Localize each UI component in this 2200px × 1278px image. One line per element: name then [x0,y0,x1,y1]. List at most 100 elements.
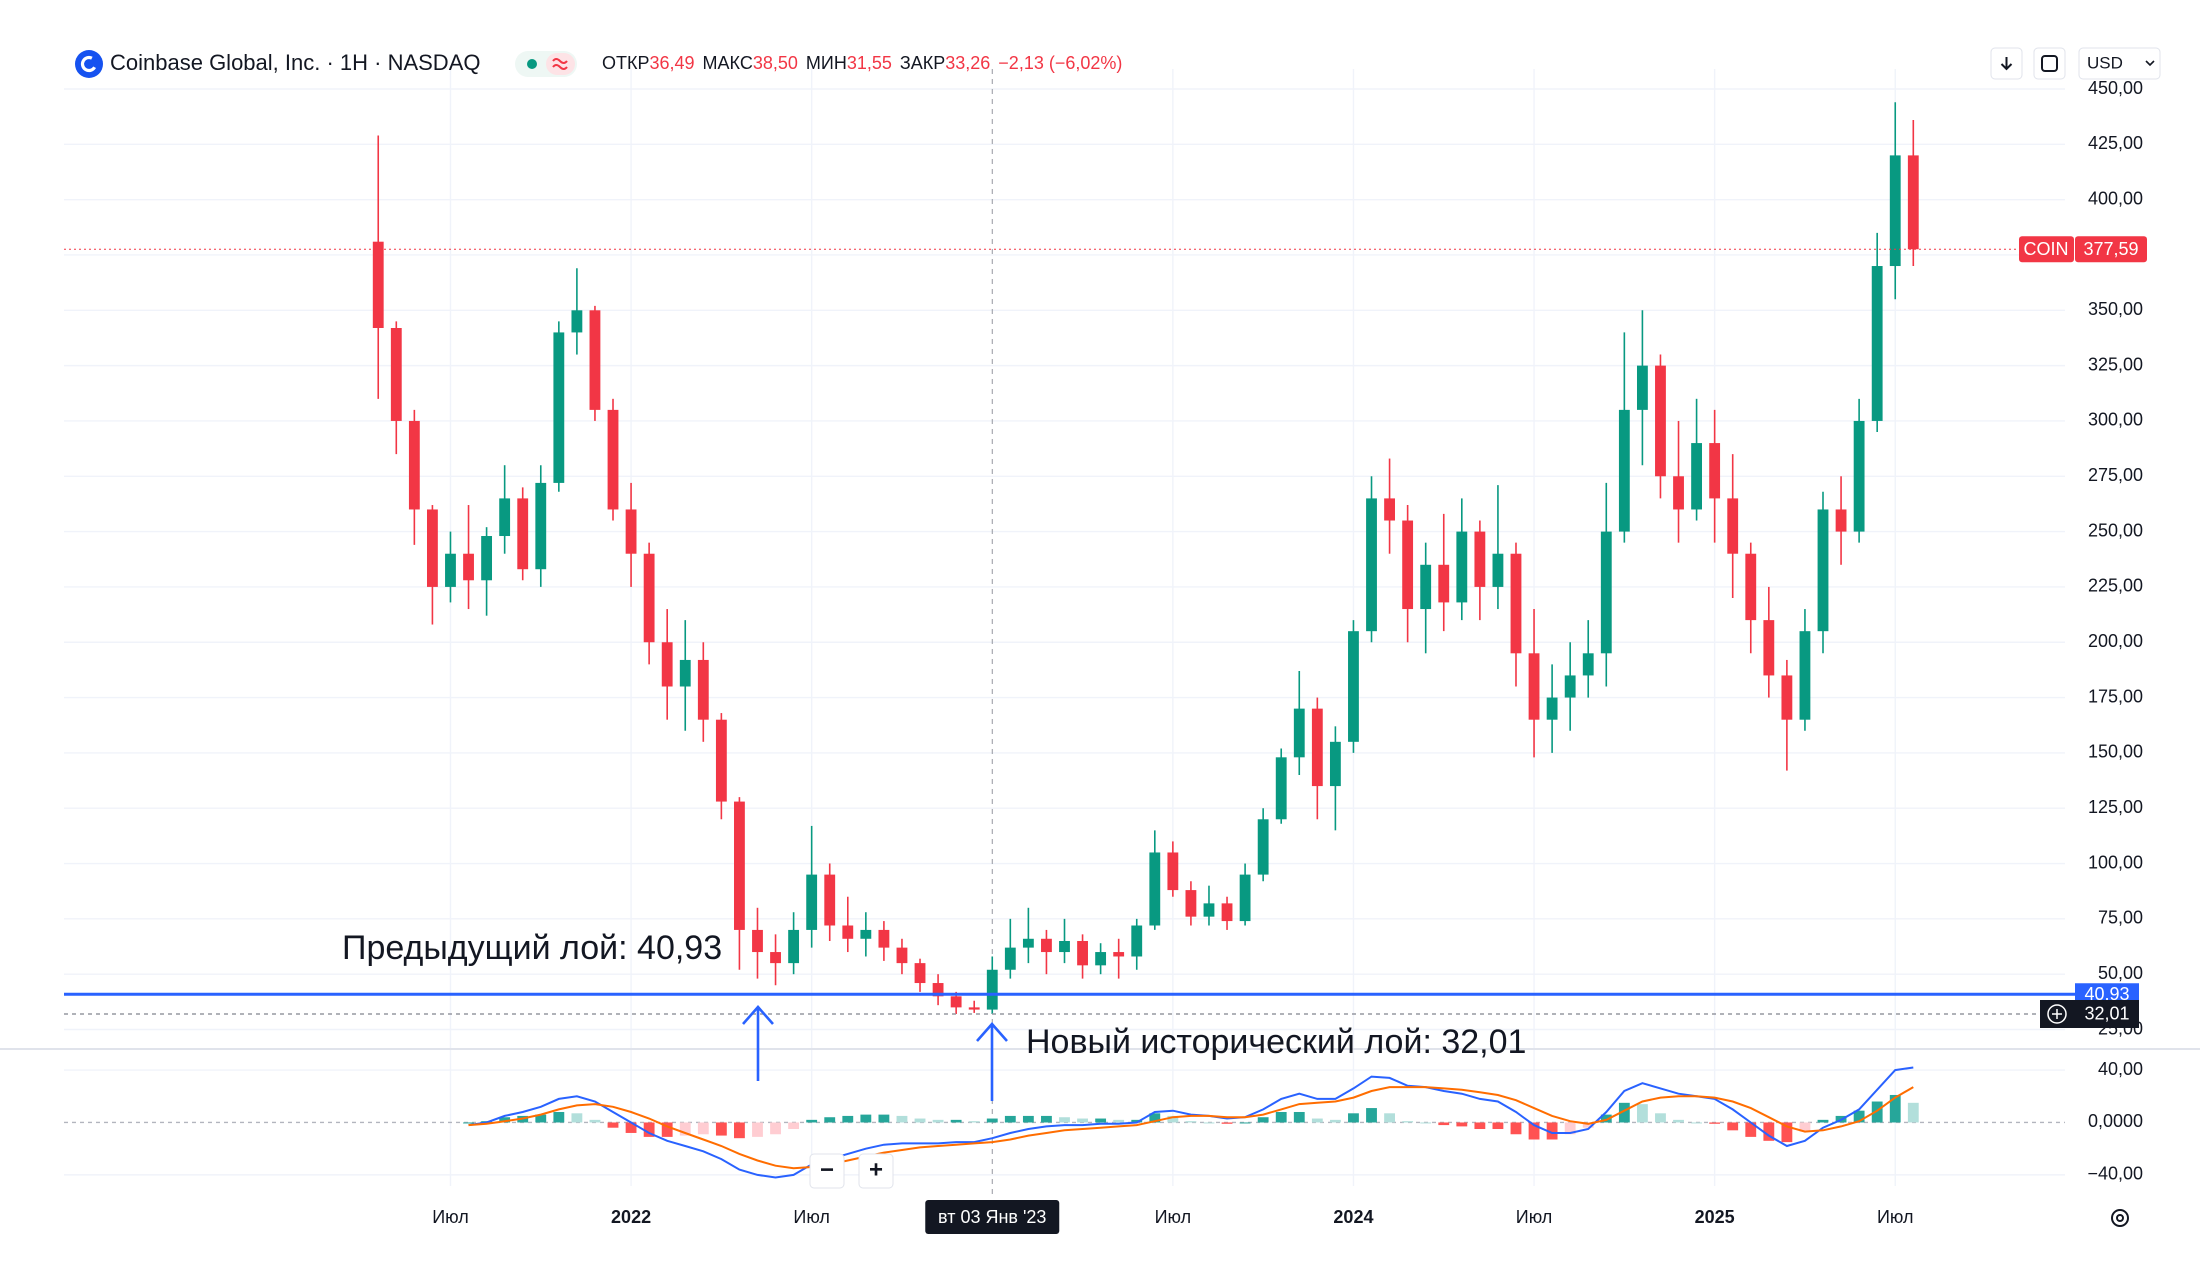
y-tick-label: 175,00 [2088,686,2143,706]
annotation: Предыдущий лой: 40,93 [342,929,722,967]
y-tick-label: 425,00 [2088,133,2143,153]
candle-body [499,498,511,537]
add-alert-icon [2047,1004,2067,1024]
candle-body [1528,653,1540,720]
histogram-bar [499,1117,511,1123]
settings-icon[interactable] [2111,1209,2129,1227]
price-label: 40,93 [2084,984,2129,1004]
histogram-bar [679,1122,691,1136]
histogram-bar [824,1117,836,1123]
candle-body [1239,874,1251,922]
candle-body [1131,925,1143,957]
histogram-bar [1889,1094,1901,1123]
x-tick-label: Июл [1516,1207,1553,1227]
grid [0,69,2200,1186]
histogram-bar [1384,1113,1395,1123]
fullscreen-button[interactable] [2033,47,2066,80]
histogram-bar [1763,1122,1775,1141]
symbol-title: Coinbase Global, Inc. · 1H · NASDAQ [110,50,480,75]
currency-button[interactable] [2078,47,2161,80]
histogram-bar [1239,1122,1251,1124]
fullscreen-icon [2041,55,2058,72]
candle-body [896,947,908,964]
crosshair-label: вт 03 Янв '23 [938,1207,1046,1227]
histogram-bar [770,1122,781,1135]
candle-body [1004,947,1016,970]
candle-body [1059,940,1070,953]
candle-body [1149,852,1161,926]
histogram-bar [1149,1113,1161,1123]
close-label: ЗАКР [900,53,945,73]
zoom-out-button[interactable] [809,1153,845,1189]
indicator-tick-label: −40,00 [2087,1164,2143,1184]
candle-body [950,996,962,1008]
histogram-bar [914,1118,926,1123]
candle-body [445,553,456,587]
candle-body [1167,852,1179,891]
histogram-bar [788,1122,800,1130]
y-tick-label: 450,00 [2088,78,2143,98]
histogram-bar [1510,1122,1522,1135]
candle-body [806,874,818,930]
candle-body [1709,443,1721,499]
last-price-box [2075,236,2147,263]
candle-body [1763,620,1775,676]
signal-line [468,1086,1914,1170]
y-tick-label: 75,00 [2098,908,2143,928]
candle-body [968,1007,980,1010]
candle-body [697,659,709,720]
y-tick-label: 350,00 [2088,299,2143,319]
histogram-bar [1257,1117,1269,1123]
histogram-bar [1022,1115,1034,1123]
histogram-bar [1582,1122,1594,1128]
histogram-bar [1474,1122,1486,1130]
histogram-bar [1745,1122,1757,1137]
histogram-bar [1564,1122,1576,1135]
candle-body [607,409,619,510]
histogram-bar [1655,1113,1666,1123]
candle-body [1817,509,1829,632]
histogram-bar [643,1122,655,1137]
delay-badge [546,53,575,75]
x-tick-label: 2022 [611,1207,651,1227]
high-value: 38,50 [753,53,798,73]
histogram-bar [932,1119,944,1123]
price-label: 32,01 [2084,1004,2129,1024]
candle-body [1203,903,1215,917]
open-value: 36,49 [650,53,695,73]
histogram-bar [1727,1122,1739,1131]
annotation: Новый исторический лой: 32,01 [1026,1023,1526,1061]
candle-body [1293,708,1305,758]
candle-body [878,929,890,948]
candle-body [1384,498,1395,521]
candle-body [842,925,854,939]
candle-body [1546,697,1558,720]
histogram-bar [1293,1111,1305,1123]
histogram-bar [1691,1122,1703,1124]
annotation-arrow [976,1022,1008,1101]
histogram-bar [878,1114,890,1123]
zoom-in-button[interactable] [858,1153,894,1189]
candle-body [589,310,601,410]
histogram-bar [625,1122,637,1133]
histogram-bar [1817,1119,1829,1123]
candle-body [1853,420,1865,532]
histogram-bar [1492,1122,1504,1130]
change-value: −2,13 (−6,02%) [998,53,1122,73]
candle-body [679,659,691,687]
candle-body [1275,757,1287,820]
candle-body [1474,531,1486,587]
histogram-bar [1329,1119,1341,1123]
candle-body [481,536,493,581]
candle-body [372,241,384,328]
candle-body [1582,653,1594,676]
candle-body [1022,938,1034,948]
candle-body [1095,952,1107,966]
candle-body [1113,952,1125,957]
x-tick-label: 2025 [1695,1207,1735,1227]
candle-body [752,929,763,953]
candle-body [1077,940,1088,966]
x-tick-label: Июл [1155,1207,1192,1227]
candle-body [1329,741,1341,787]
